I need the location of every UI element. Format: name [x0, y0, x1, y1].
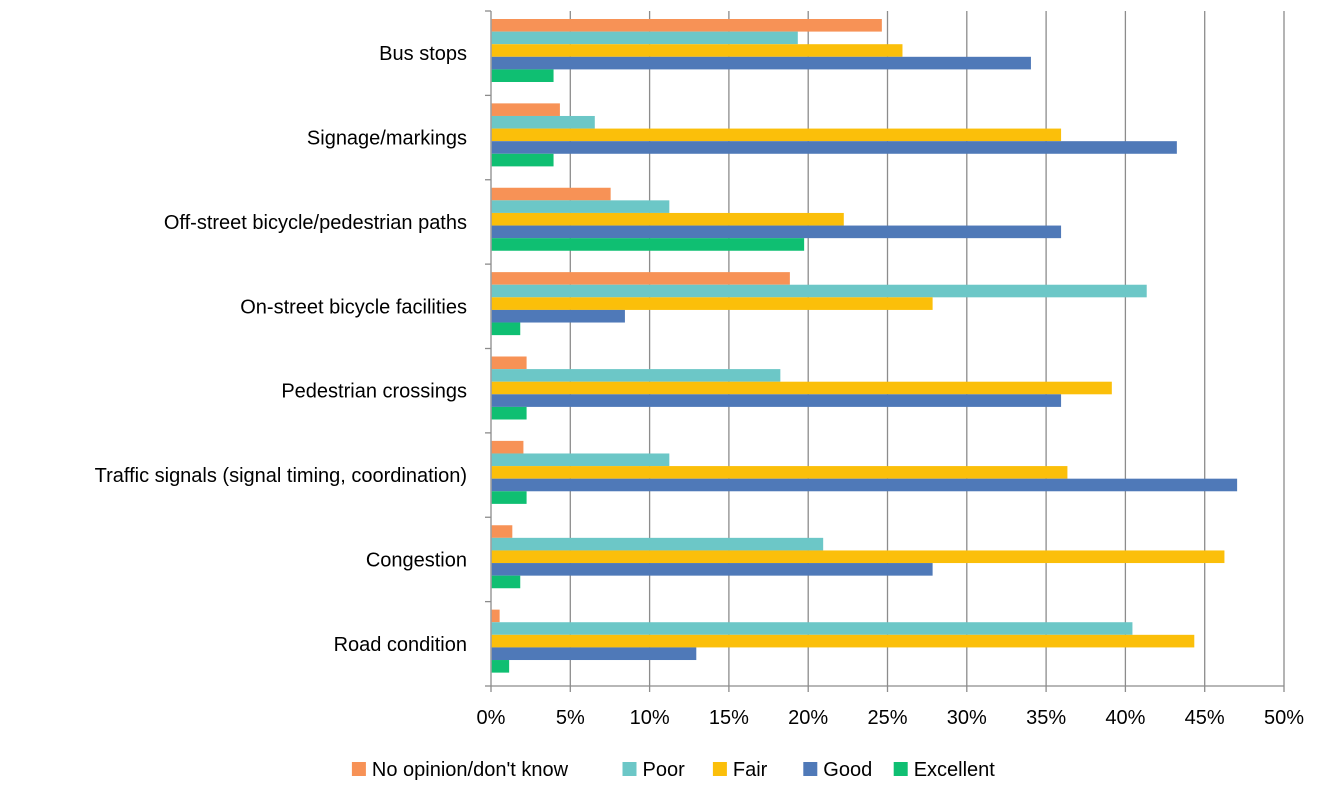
bar-no-opinion-don-t-know-road-condition [491, 609, 500, 623]
bar-fair-congestion [491, 550, 1225, 564]
bar-excellent-traffic-signals-signal-timing-coordination [491, 491, 527, 504]
bar-fair-off-street-bicycle-pedestrian-paths [491, 212, 844, 226]
x-tick-label: 25% [867, 707, 907, 729]
bar-no-opinion-don-t-know-off-street-bicycle-pedestrian-paths [491, 187, 611, 201]
bar-poor-off-street-bicycle-pedestrian-paths [491, 200, 670, 213]
bar-good-congestion [491, 563, 933, 576]
grid-lines [569, 11, 1285, 686]
x-tick-label: 50% [1264, 707, 1304, 729]
legend-swatch-fair [712, 762, 727, 776]
bar-good-pedestrian-crossings [491, 394, 1062, 407]
legend-swatch-good [803, 762, 818, 776]
bar-good-on-street-bicycle-facilities [491, 309, 625, 323]
category-label-bus-stops: Bus stops [379, 43, 467, 65]
bar-fair-pedestrian-crossings [491, 381, 1112, 395]
bar-excellent-off-street-bicycle-pedestrian-paths [491, 238, 805, 251]
bar-excellent-bus-stops [491, 69, 554, 82]
bar-excellent-pedestrian-crossings [491, 406, 527, 420]
bar-fair-traffic-signals-signal-timing-coordination [491, 466, 1068, 479]
bar-excellent-congestion [491, 575, 521, 589]
bar-excellent-on-street-bicycle-facilities [491, 322, 521, 336]
bar-poor-traffic-signals-signal-timing-coordination [491, 453, 670, 467]
bar-no-opinion-don-t-know-congestion [491, 525, 513, 538]
x-tick-label: 0% [477, 707, 506, 729]
x-tick-labels: 0% 5% 10% 15% 20% 25% 30% 35% 40% 45% 50% [477, 707, 1305, 729]
legend-item-good: Good [803, 759, 872, 781]
x-tick-label: 45% [1185, 707, 1225, 729]
bar-poor-signage-markings [491, 115, 595, 129]
bar-poor-road-condition [491, 622, 1133, 635]
bar-good-signage-markings [491, 141, 1177, 154]
x-tick-label: 5% [556, 707, 585, 729]
x-tick-label: 30% [947, 707, 987, 729]
bar-poor-on-street-bicycle-facilities [491, 284, 1147, 298]
legend-item-excellent: Excellent [893, 759, 996, 781]
bar-fair-signage-markings [491, 128, 1062, 142]
legend-swatch-poor [622, 762, 637, 776]
bar-good-off-street-bicycle-pedestrian-paths [491, 225, 1062, 239]
legend: No opinion/don't know Poor Fair Good Excelle… [351, 759, 996, 781]
bar-fair-bus-stops [491, 44, 903, 57]
legend-label-no-opinion-don-t-know: No opinion/don't know [372, 759, 569, 781]
bar-no-opinion-don-t-know-traffic-signals-signal-timing-coordination [491, 440, 524, 454]
x-tick-label: 15% [709, 707, 749, 729]
legend-label-excellent: Excellent [914, 759, 996, 781]
category-label-off-street-bicycle-pedestrian-paths: Off-street bicycle/pedestrian paths [164, 212, 467, 234]
bar-no-opinion-don-t-know-pedestrian-crossings [491, 356, 527, 370]
bars [491, 19, 1238, 673]
x-tick-label: 10% [630, 707, 670, 729]
category-label-on-street-bicycle-facilities: On-street bicycle facilities [240, 296, 467, 318]
bar-excellent-road-condition [491, 660, 510, 673]
bar-fair-road-condition [491, 634, 1195, 648]
category-label-pedestrian-crossings: Pedestrian crossings [281, 381, 467, 403]
bar-good-road-condition [491, 647, 697, 661]
bar-good-traffic-signals-signal-timing-coordination [491, 478, 1238, 492]
axes [485, 10, 1285, 692]
legend-label-fair: Fair [733, 759, 768, 781]
legend-label-good: Good [823, 759, 872, 781]
bar-no-opinion-don-t-know-signage-markings [491, 103, 560, 116]
legend-item-poor: Poor [622, 759, 686, 781]
category-label-congestion: Congestion [366, 549, 467, 571]
bar-fair-on-street-bicycle-facilities [491, 297, 933, 310]
bar-no-opinion-don-t-know-on-street-bicycle-facilities [491, 272, 790, 285]
legend-swatch-no-opinion-don-t-know [351, 762, 366, 776]
category-label-signage-markings: Signage/markings [307, 128, 467, 150]
bar-no-opinion-don-t-know-bus-stops [491, 19, 882, 32]
bar-poor-pedestrian-crossings [491, 369, 781, 382]
bar-good-bus-stops [491, 56, 1031, 70]
x-tick-label: 20% [788, 707, 828, 729]
category-labels: Bus stops Signage/markings Off-street bicy… [95, 43, 467, 656]
bar-poor-bus-stops [491, 31, 798, 45]
legend-label-poor: Poor [643, 759, 686, 781]
category-label-traffic-signals-signal-timing-coordination: Traffic signals (signal timing, coordina… [95, 465, 467, 487]
legend-swatch-excellent [893, 762, 908, 776]
x-tick-label: 40% [1105, 707, 1145, 729]
bar-poor-congestion [491, 537, 824, 551]
category-label-road-condition: Road condition [334, 634, 467, 656]
legend-item-fair: Fair [712, 759, 768, 781]
x-tick-label: 35% [1026, 707, 1066, 729]
legend-item-no-opinion-don-t-know: No opinion/don't know [351, 759, 569, 781]
bar-excellent-signage-markings [491, 153, 554, 167]
